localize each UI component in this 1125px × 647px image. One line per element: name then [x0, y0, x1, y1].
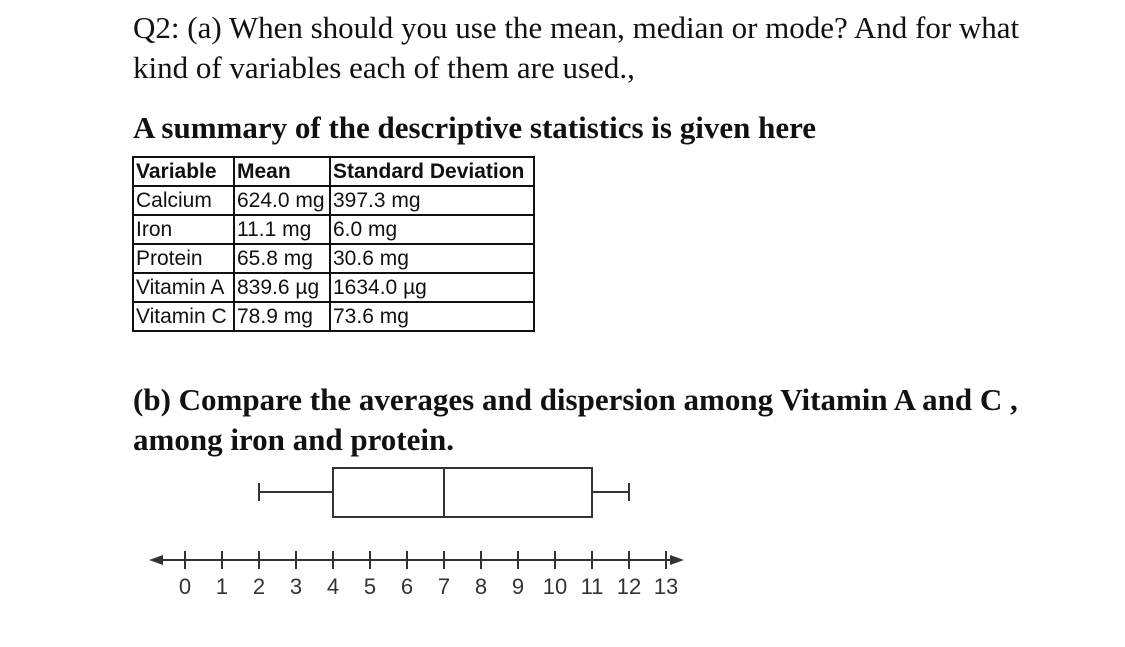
box-plot-figure	[258, 467, 630, 518]
tick-label: 4	[327, 574, 339, 599]
tick-label: 13	[654, 574, 678, 599]
table-row: Vitamin A 839.6 µg 1634.0 µg	[132, 272, 535, 303]
table-header-row: Variable Mean Standard Deviation	[132, 156, 535, 187]
tick-label: 6	[401, 574, 413, 599]
summary-heading: A summary of the descriptive statistics …	[133, 110, 817, 145]
interquartile-box	[332, 467, 593, 518]
number-line: 0 1 2 3 4 5 6 7 8 9 10 11 12 13	[149, 551, 684, 599]
cell-mean: 11.1 mg	[233, 214, 331, 245]
tick-label: 5	[364, 574, 376, 599]
cell-variable: Vitamin C	[132, 301, 235, 332]
tick-label: 9	[512, 574, 524, 599]
cell-sd: 6.0 mg	[329, 214, 535, 245]
header-standard-deviation: Standard Deviation	[329, 156, 535, 187]
cell-mean: 65.8 mg	[233, 243, 331, 274]
header-mean: Mean	[233, 156, 331, 187]
header-variable: Variable	[132, 156, 235, 187]
cell-sd: 1634.0 µg	[329, 272, 535, 303]
cell-variable: Vitamin A	[132, 272, 235, 303]
tick-label: 12	[617, 574, 641, 599]
tick-label: 11	[581, 574, 604, 599]
statistics-table: Variable Mean Standard Deviation Calcium…	[132, 156, 535, 332]
cell-variable: Calcium	[132, 185, 235, 216]
question-text: Q2: (a) When should you use the mean, me…	[133, 10, 1020, 85]
tick-label: 8	[475, 574, 487, 599]
tick-label: 10	[543, 574, 567, 599]
cell-mean: 839.6 µg	[233, 272, 331, 303]
cell-sd: 30.6 mg	[329, 243, 535, 274]
table-row: Vitamin C 78.9 mg 73.6 mg	[132, 301, 535, 332]
tick-label: 2	[253, 574, 265, 599]
left-arrow-icon	[149, 555, 163, 565]
cell-variable: Protein	[132, 243, 235, 274]
right-arrow-icon	[670, 555, 684, 565]
table-row: Iron 11.1 mg 6.0 mg	[132, 214, 535, 245]
tick-label: 3	[290, 574, 302, 599]
cell-sd: 73.6 mg	[329, 301, 535, 332]
part-b-text: (b) Compare the averages and dispersion …	[133, 382, 1018, 457]
cell-variable: Iron	[132, 214, 235, 245]
tick-label: 0	[179, 574, 191, 599]
tick-label: 1	[216, 574, 228, 599]
tick-label: 7	[438, 574, 450, 599]
table-row: Calcium 624.0 mg 397.3 mg	[132, 185, 535, 216]
cell-sd: 397.3 mg	[329, 185, 535, 216]
cell-mean: 78.9 mg	[233, 301, 331, 332]
cell-mean: 624.0 mg	[233, 185, 331, 216]
table-row: Protein 65.8 mg 30.6 mg	[132, 243, 535, 274]
